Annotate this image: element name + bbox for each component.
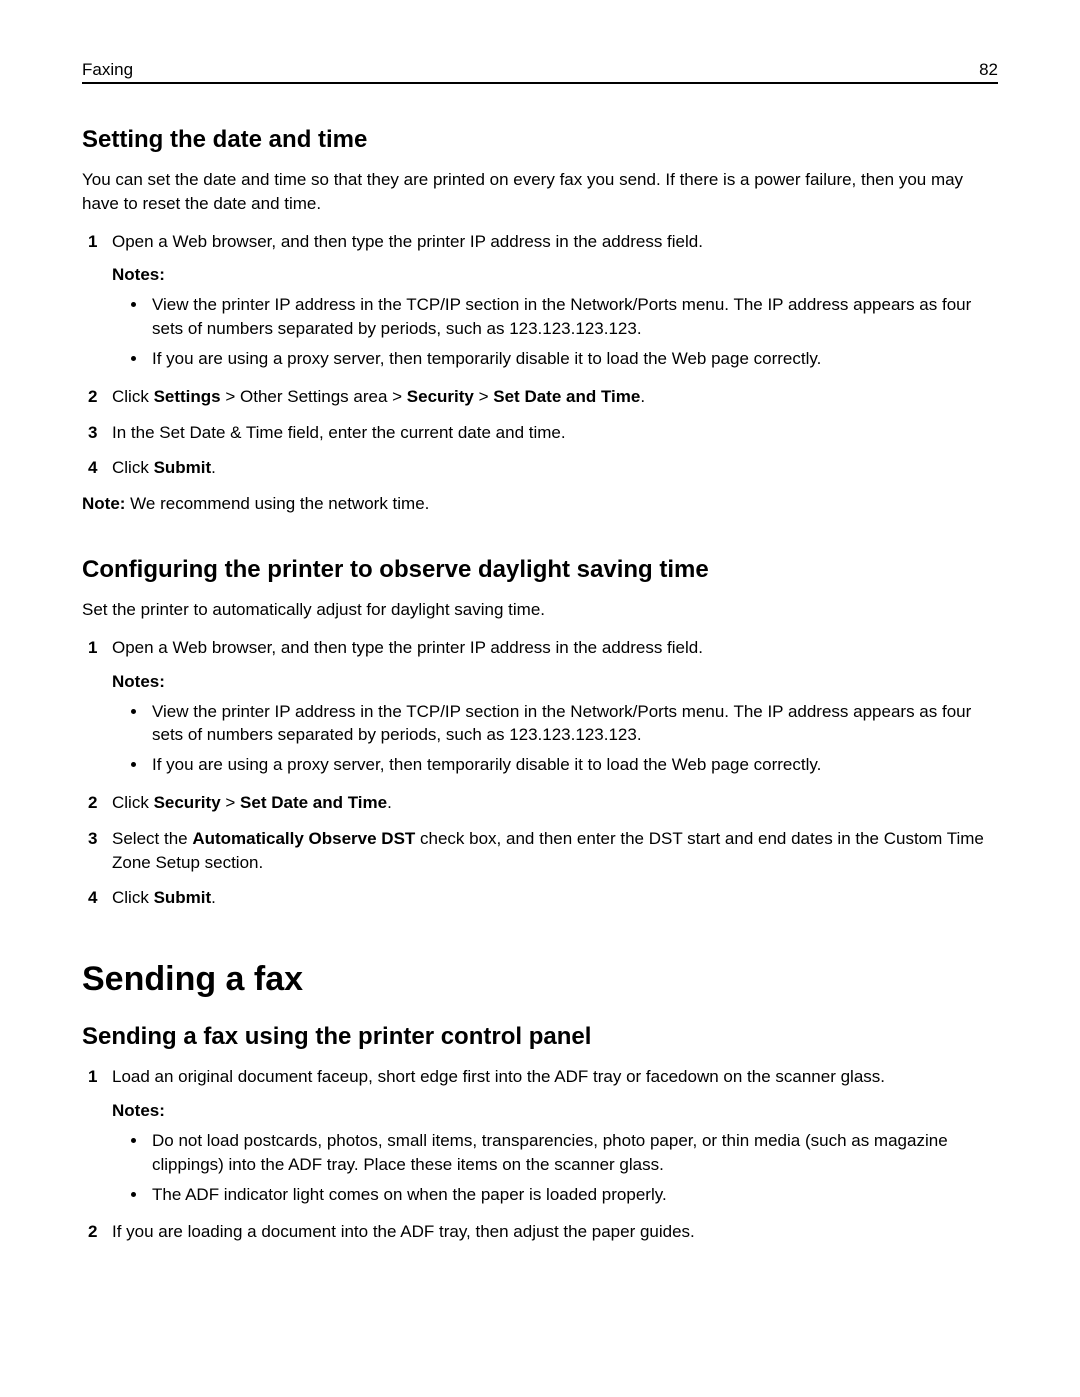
list-item: 3 Select the Automatically Observe DST c… bbox=[82, 827, 998, 875]
list-item: 2 If you are loading a document into the… bbox=[82, 1220, 998, 1244]
header-page-number: 82 bbox=[979, 60, 998, 80]
heading-set-date-time: Setting the date and time bbox=[82, 126, 998, 154]
bold-run: Set Date and Time bbox=[240, 793, 387, 812]
list-item: 2 Click Security > Set Date and Time. bbox=[82, 791, 998, 815]
text-run: Click bbox=[112, 387, 154, 406]
header-section-name: Faxing bbox=[82, 60, 133, 80]
bold-run: Note: bbox=[82, 494, 125, 513]
step-number: 1 bbox=[88, 230, 97, 254]
text-run: . bbox=[640, 387, 645, 406]
step-number: 2 bbox=[88, 791, 97, 815]
step-list-2: 1 Open a Web browser, and then type the … bbox=[82, 636, 998, 910]
intro-dst: Set the printer to automatically adjust … bbox=[82, 598, 998, 622]
bold-run: Security bbox=[154, 793, 221, 812]
text-run: > Other Settings area > bbox=[221, 387, 407, 406]
document-page: Faxing 82 Setting the date and time You … bbox=[0, 0, 1080, 1397]
text-run: . bbox=[211, 458, 216, 477]
step-number: 1 bbox=[88, 1065, 97, 1089]
text-run: Click bbox=[112, 458, 154, 477]
step-text: Load an original document faceup, short … bbox=[112, 1067, 885, 1086]
list-item: Do not load postcards, photos, small ite… bbox=[148, 1129, 998, 1177]
list-item: 2 Click Settings > Other Settings area >… bbox=[82, 385, 998, 409]
notes-list: View the printer IP address in the TCP/I… bbox=[82, 293, 998, 370]
notes-list: View the printer IP address in the TCP/I… bbox=[82, 700, 998, 777]
text-run: > bbox=[474, 387, 493, 406]
text-run: Click bbox=[112, 888, 154, 907]
list-item: 1 Open a Web browser, and then type the … bbox=[82, 636, 998, 660]
bold-run: Settings bbox=[154, 387, 221, 406]
step-text: If you are loading a document into the A… bbox=[112, 1222, 695, 1241]
list-item: If you are using a proxy server, then te… bbox=[148, 753, 998, 777]
text-run: > bbox=[221, 793, 240, 812]
notes-label: Notes: bbox=[112, 672, 998, 692]
bold-run: Security bbox=[407, 387, 474, 406]
list-item: 3 In the Set Date & Time field, enter th… bbox=[82, 421, 998, 445]
footnote-set-date-time: Note: We recommend using the network tim… bbox=[82, 492, 998, 516]
list-item: 1 Load an original document faceup, shor… bbox=[82, 1065, 998, 1089]
text-run: Select the bbox=[112, 829, 192, 848]
step-text: Click Submit. bbox=[112, 888, 216, 907]
list-item: If you are using a proxy server, then te… bbox=[148, 347, 998, 371]
list-item: 1 Open a Web browser, and then type the … bbox=[82, 230, 998, 254]
notes-label: Notes: bbox=[112, 265, 998, 285]
step-number: 2 bbox=[88, 385, 97, 409]
heading-dst: Configuring the printer to observe dayli… bbox=[82, 556, 998, 584]
text-run: . bbox=[387, 793, 392, 812]
step-text: Open a Web browser, and then type the pr… bbox=[112, 638, 703, 657]
step-number: 3 bbox=[88, 827, 97, 851]
step-number: 4 bbox=[88, 456, 97, 480]
step-number: 2 bbox=[88, 1220, 97, 1244]
step-text: Select the Automatically Observe DST che… bbox=[112, 829, 984, 872]
step-number: 4 bbox=[88, 886, 97, 910]
list-item: 4 Click Submit. bbox=[82, 456, 998, 480]
step-number: 3 bbox=[88, 421, 97, 445]
notes-label: Notes: bbox=[112, 1101, 998, 1121]
step-number: 1 bbox=[88, 636, 97, 660]
list-item: View the printer IP address in the TCP/I… bbox=[148, 293, 998, 341]
list-item: View the printer IP address in the TCP/I… bbox=[148, 700, 998, 748]
step-text: Click Security > Set Date and Time. bbox=[112, 793, 392, 812]
list-item: 4 Click Submit. bbox=[82, 886, 998, 910]
step-text: Click Submit. bbox=[112, 458, 216, 477]
list-item: The ADF indicator light comes on when th… bbox=[148, 1183, 998, 1207]
notes-list: Do not load postcards, photos, small ite… bbox=[82, 1129, 998, 1206]
bold-run: Automatically Observe DST bbox=[192, 829, 415, 848]
step-text: Open a Web browser, and then type the pr… bbox=[112, 232, 703, 251]
bold-run: Submit bbox=[154, 888, 212, 907]
heading-sending-fax: Sending a fax bbox=[82, 960, 998, 999]
intro-set-date-time: You can set the date and time so that th… bbox=[82, 168, 998, 216]
text-run: Click bbox=[112, 793, 154, 812]
step-list-1: 1 Open a Web browser, and then type the … bbox=[82, 230, 998, 481]
step-list-3: 1 Load an original document faceup, shor… bbox=[82, 1065, 998, 1244]
page-header: Faxing 82 bbox=[82, 60, 998, 84]
text-run: We recommend using the network time. bbox=[125, 494, 429, 513]
text-run: . bbox=[211, 888, 216, 907]
step-text: Click Settings > Other Settings area > S… bbox=[112, 387, 645, 406]
bold-run: Submit bbox=[154, 458, 212, 477]
bold-run: Set Date and Time bbox=[493, 387, 640, 406]
step-text: In the Set Date & Time field, enter the … bbox=[112, 423, 566, 442]
heading-sending-fax-panel: Sending a fax using the printer control … bbox=[82, 1023, 998, 1051]
